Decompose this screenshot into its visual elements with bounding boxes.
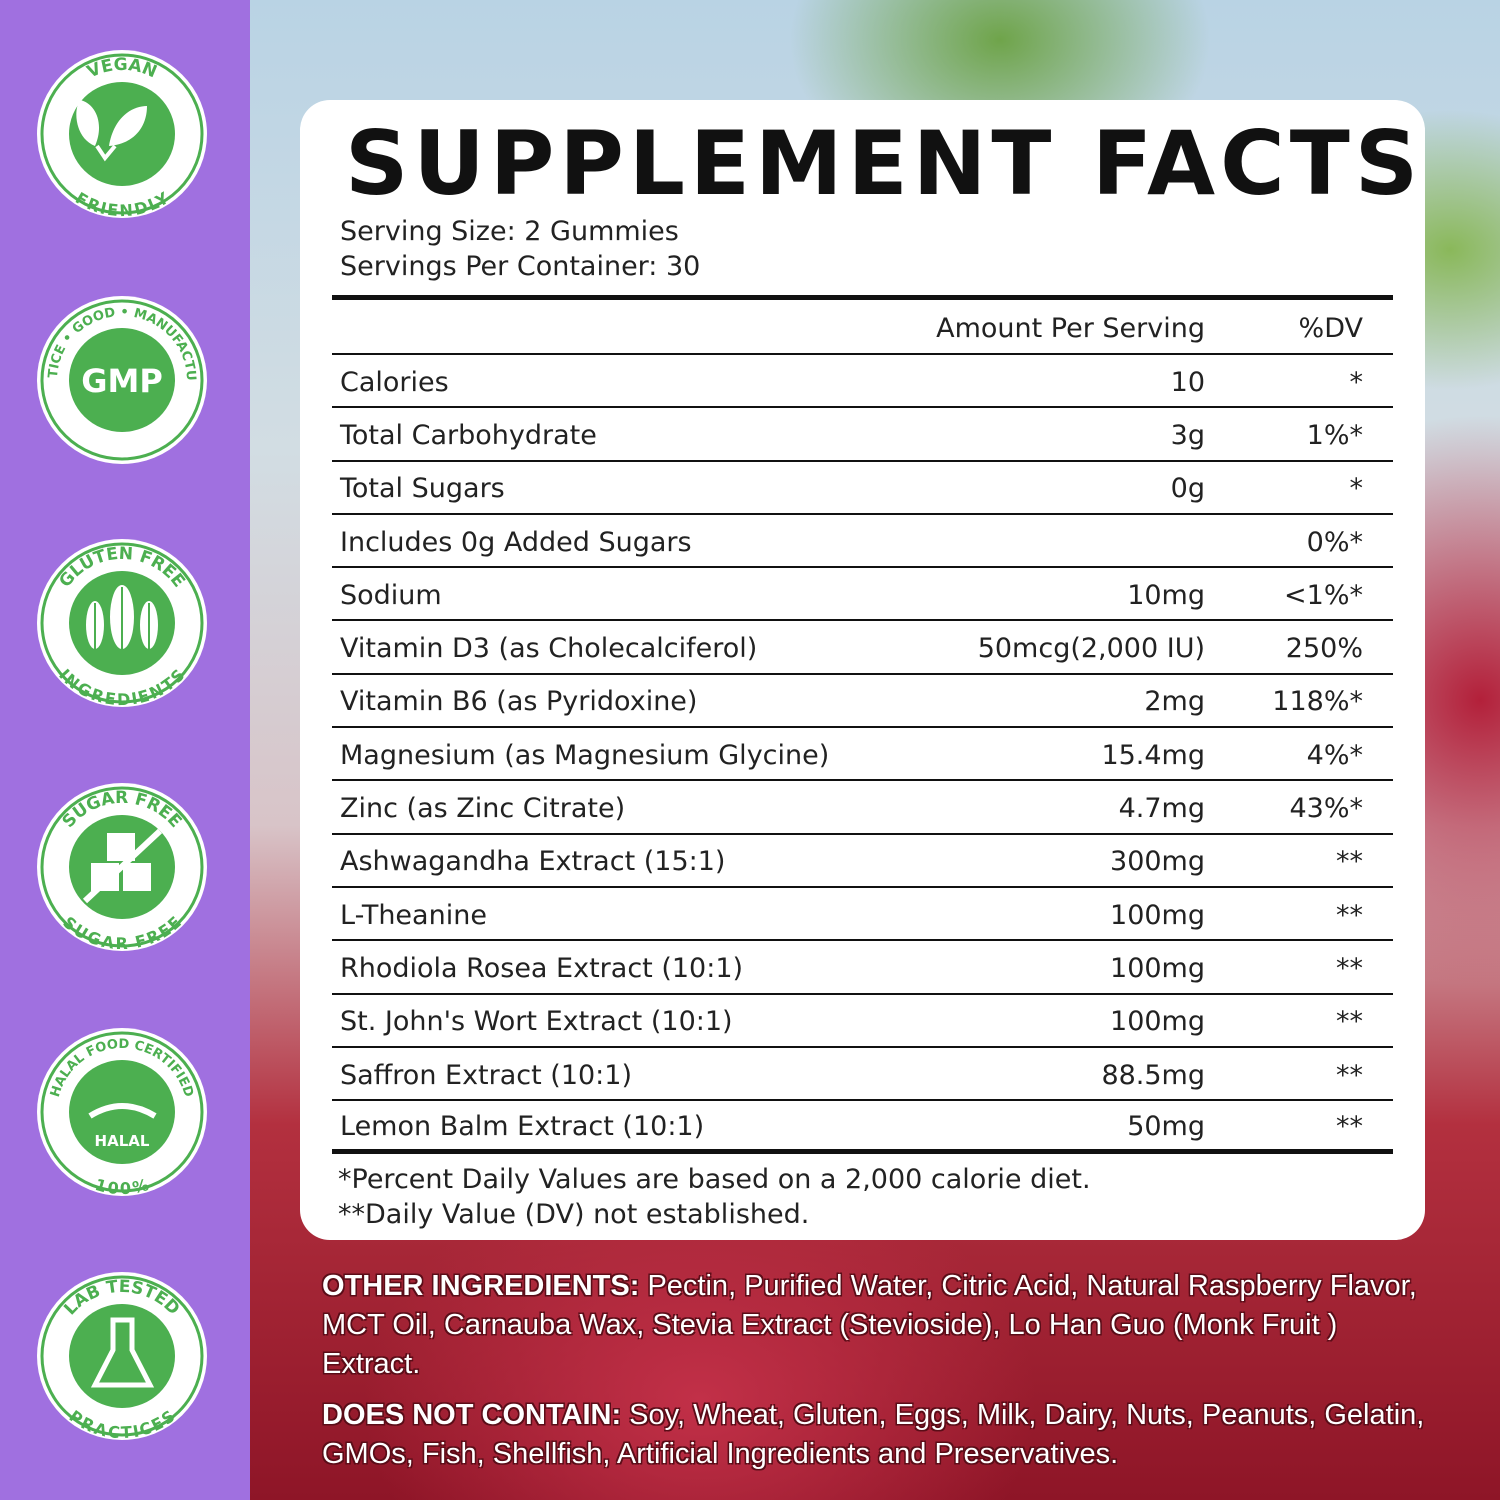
table-row: Sodium 10mg <1%* bbox=[332, 568, 1393, 622]
nutrient-name: Saffron Extract (10:1) bbox=[340, 1059, 632, 1091]
nutrient-amount: 3g bbox=[1170, 419, 1205, 451]
badge-center-text: GMP bbox=[81, 362, 163, 400]
nutrient-dv: ** bbox=[1336, 899, 1363, 931]
nutrient-name: Ashwagandha Extract (15:1) bbox=[340, 846, 726, 878]
badge-flask: LAB TESTED PRACTICES bbox=[35, 1270, 209, 1442]
footnote-dv: *Percent Daily Values are based on a 2,0… bbox=[338, 1164, 1091, 1195]
does-not-contain-text: Soy, Wheat, Gluten, Eggs, Milk, Dairy, N… bbox=[322, 1399, 1425, 1470]
badge-bottom-text: 100% bbox=[93, 1175, 151, 1198]
table-row: Saffron Extract (10:1) 88.5mg ** bbox=[332, 1048, 1393, 1102]
badge-wheat: GLUTEN FREE INGREDIENTS bbox=[35, 537, 209, 709]
nutrient-dv: 4%* bbox=[1306, 739, 1363, 771]
facts-table: Amount Per Serving %DV Calories 10 * Total … bbox=[332, 295, 1393, 1155]
does-not-contain-label: DOES NOT CONTAIN: bbox=[322, 1399, 622, 1431]
servings-per-container: Servings Per Container: 30 bbox=[340, 251, 701, 282]
badge-halal: HALAL FOOD CERTIFIED 100% HALAL bbox=[35, 1026, 209, 1198]
nutrient-dv: ** bbox=[1336, 1006, 1363, 1038]
nutrient-name: Includes 0g Added Sugars bbox=[340, 526, 692, 558]
nutrient-amount: 4.7mg bbox=[1118, 793, 1205, 825]
nutrient-amount: 0g bbox=[1170, 473, 1205, 505]
supplement-facts-panel bbox=[300, 100, 1425, 1240]
other-ingredients: OTHER INGREDIENTS: Pectin, Purified Wate… bbox=[322, 1267, 1442, 1384]
other-ingredients-text: Pectin, Purified Water, Citric Acid, Nat… bbox=[322, 1270, 1417, 1380]
nutrient-dv: ** bbox=[1336, 1059, 1363, 1091]
badge-sugar-cube-crossed: SUGAR FREE SUGAR FREE bbox=[35, 781, 209, 953]
badge-center-text: HALAL bbox=[95, 1132, 150, 1150]
nutrient-name: Lemon Balm Extract (10:1) bbox=[340, 1111, 705, 1143]
badge-sidebar bbox=[0, 0, 250, 1500]
footnote-not-established: **Daily Value (DV) not established. bbox=[338, 1199, 810, 1230]
nutrient-dv: ** bbox=[1336, 1111, 1363, 1143]
table-row: Total Carbohydrate 3g 1%* bbox=[332, 408, 1393, 462]
nutrient-amount: 300mg bbox=[1110, 846, 1205, 878]
nutrient-name: Vitamin D3 (as Cholecalciferol) bbox=[340, 633, 758, 665]
table-row: Vitamin D3 (as Cholecalciferol) 50mcg(2,0… bbox=[332, 621, 1393, 675]
nutrient-name: L-Theanine bbox=[340, 899, 487, 931]
amount-header: Amount Per Serving bbox=[936, 312, 1205, 344]
nutrient-dv: 0%* bbox=[1306, 526, 1363, 558]
nutrient-amount: 100mg bbox=[1110, 952, 1205, 984]
dv-header: %DV bbox=[1298, 312, 1363, 344]
table-row: St. John's Wort Extract (10:1) 100mg ** bbox=[332, 995, 1393, 1048]
badge-gmp: PRACTICE • GOOD • MANUFACTURING GMP bbox=[30, 283, 209, 466]
table-row: Zinc (as Zinc Citrate) 4.7mg 43%* bbox=[332, 781, 1393, 835]
nutrient-amount: 88.5mg bbox=[1101, 1059, 1205, 1091]
halal-icon bbox=[88, 1103, 157, 1119]
nutrient-dv: * bbox=[1349, 366, 1364, 398]
badge-leaf: VEGAN FRIENDLY bbox=[35, 48, 209, 220]
nutrient-amount: 15.4mg bbox=[1101, 739, 1205, 771]
other-ingredients-label: OTHER INGREDIENTS: bbox=[322, 1270, 640, 1302]
nutrient-dv: <1%* bbox=[1284, 579, 1363, 611]
nutrient-name: Calories bbox=[340, 366, 449, 398]
nutrient-amount: 100mg bbox=[1110, 1006, 1205, 1038]
table-row: Magnesium (as Magnesium Glycine) 15.4mg 4%… bbox=[332, 728, 1393, 782]
nutrient-dv: ** bbox=[1336, 952, 1363, 984]
table-row: Lemon Balm Extract (10:1) 50mg ** bbox=[332, 1101, 1393, 1155]
nutrient-dv: 250% bbox=[1285, 633, 1363, 665]
svg-text:100%: 100% bbox=[93, 1175, 151, 1198]
wheat-icon bbox=[86, 585, 158, 649]
table-row: Vitamin B6 (as Pyridoxine) 2mg 118%* bbox=[332, 675, 1393, 729]
leaf-icon bbox=[76, 100, 147, 162]
nutrient-name: Magnesium (as Magnesium Glycine) bbox=[340, 739, 830, 771]
nutrient-dv: 43%* bbox=[1289, 793, 1363, 825]
nutrient-dv: 118%* bbox=[1272, 686, 1363, 718]
nutrient-amount: 50mg bbox=[1127, 1111, 1205, 1143]
nutrient-dv: * bbox=[1349, 473, 1364, 505]
table-row: L-Theanine 100mg ** bbox=[332, 888, 1393, 942]
table-row: Includes 0g Added Sugars 0%* bbox=[332, 515, 1393, 569]
table-row: Calories 10 * bbox=[332, 355, 1393, 409]
page-title: SUPPLEMENT FACTS bbox=[345, 112, 1424, 215]
flask-icon bbox=[90, 1317, 155, 1388]
table-row: Rhodiola Rosea Extract (10:1) 100mg ** bbox=[332, 941, 1393, 995]
nutrient-name: Zinc (as Zinc Citrate) bbox=[340, 793, 626, 825]
nutrient-name: St. John's Wort Extract (10:1) bbox=[340, 1006, 733, 1038]
nutrient-amount: 2mg bbox=[1144, 686, 1205, 718]
nutrient-dv: 1%* bbox=[1306, 419, 1363, 451]
table-row: Ashwagandha Extract (15:1) 300mg ** bbox=[332, 835, 1393, 888]
nutrient-name: Rhodiola Rosea Extract (10:1) bbox=[340, 952, 744, 984]
sugar-cube-crossed-icon bbox=[82, 828, 163, 904]
nutrient-amount: 10 bbox=[1170, 366, 1205, 398]
table-header: Amount Per Serving %DV bbox=[332, 300, 1393, 355]
nutrient-amount: 100mg bbox=[1110, 899, 1205, 931]
nutrient-amount: 50mcg(2,000 IU) bbox=[977, 633, 1205, 665]
nutrient-name: Vitamin B6 (as Pyridoxine) bbox=[340, 686, 698, 718]
table-row: Total Sugars 0g * bbox=[332, 462, 1393, 515]
nutrient-name: Sodium bbox=[340, 579, 442, 611]
nutrient-name: Total Carbohydrate bbox=[340, 419, 597, 451]
nutrient-name: Total Sugars bbox=[340, 473, 505, 505]
nutrient-amount: 10mg bbox=[1127, 579, 1205, 611]
nutrient-dv: ** bbox=[1336, 846, 1363, 878]
serving-size: Serving Size: 2 Gummies bbox=[340, 216, 679, 247]
does-not-contain: DOES NOT CONTAIN: Soy, Wheat, Gluten, Eg… bbox=[322, 1396, 1442, 1474]
